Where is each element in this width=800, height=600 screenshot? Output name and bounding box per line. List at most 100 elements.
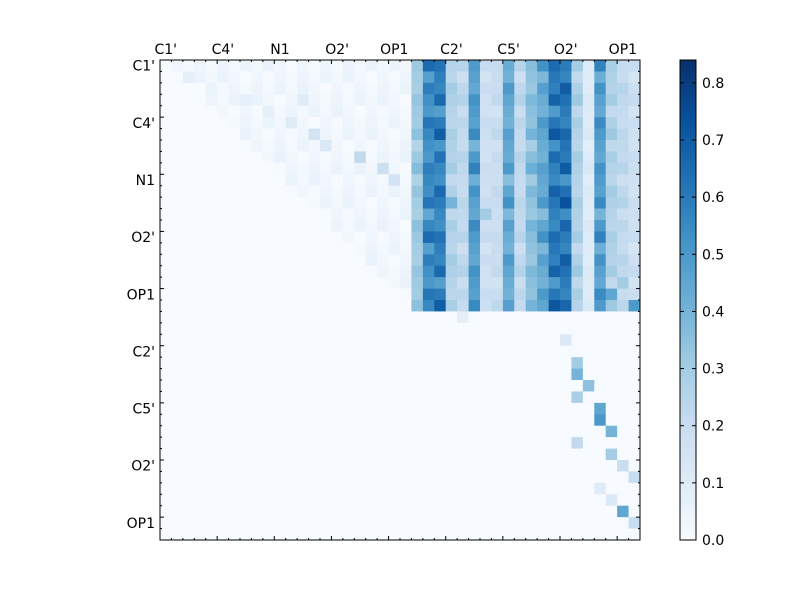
- heatmap-cell: [251, 425, 264, 438]
- heatmap-cell: [274, 117, 287, 129]
- heatmap-cell: [480, 82, 492, 95]
- heatmap-cell: [354, 197, 367, 209]
- heatmap-cell: [594, 71, 607, 84]
- heatmap-cell: [160, 174, 172, 187]
- heatmap-cell: [388, 414, 401, 427]
- heatmap-cell: [285, 414, 298, 427]
- heatmap-cell: [308, 448, 321, 461]
- heatmap-cell: [422, 368, 435, 381]
- heatmap-cell: [228, 174, 241, 187]
- heatmap-cell: [297, 82, 309, 95]
- heatmap-cell: [537, 288, 549, 301]
- heatmap-cell: [160, 425, 172, 438]
- heatmap-cell: [365, 471, 378, 484]
- heatmap-cell: [297, 368, 309, 381]
- heatmap-cell: [182, 322, 195, 335]
- heatmap-cell: [628, 425, 641, 438]
- heatmap-cell: [262, 402, 275, 415]
- heatmap-cell: [320, 231, 332, 244]
- heatmap-cell: [537, 265, 549, 278]
- heatmap-cell: [617, 528, 629, 541]
- heatmap-cell: [571, 311, 584, 324]
- heatmap-cell: [434, 425, 447, 438]
- heatmap-cell: [262, 208, 275, 221]
- heatmap-cell: [468, 414, 481, 427]
- heatmap-cell: [262, 220, 275, 232]
- heatmap-cell: [594, 380, 607, 392]
- heatmap-cell: [480, 254, 492, 267]
- heatmap-cell: [571, 254, 584, 267]
- heatmap-cell: [205, 128, 218, 141]
- heatmap-cell: [537, 425, 549, 438]
- heatmap-cell: [582, 425, 595, 438]
- heatmap-cell: [217, 482, 229, 495]
- heatmap-cell: [377, 494, 389, 507]
- heatmap-cell: [308, 425, 321, 438]
- heatmap-cell: [491, 380, 504, 392]
- heatmap-cell: [377, 322, 389, 335]
- heatmap-cell: [548, 185, 561, 198]
- heatmap-cell: [457, 322, 469, 335]
- heatmap-cell: [308, 254, 321, 267]
- heatmap-cell: [297, 60, 309, 72]
- heatmap-cell: [228, 437, 241, 449]
- heatmap-cell: [342, 368, 355, 381]
- heatmap-cell: [320, 254, 332, 267]
- heatmap-cell: [331, 300, 344, 312]
- heatmap-cell: [285, 174, 298, 187]
- heatmap-cell: [434, 140, 447, 152]
- heatmap-cell: [194, 391, 207, 404]
- heatmap-cell: [297, 460, 309, 472]
- heatmap-cell: [320, 334, 332, 347]
- heatmap-cell: [525, 197, 538, 209]
- heatmap-cell: [434, 151, 447, 164]
- heatmap-cell: [514, 265, 527, 278]
- heatmap-cell: [502, 414, 515, 427]
- heatmap-cell: [400, 448, 412, 461]
- heatmap-cell: [308, 345, 321, 358]
- heatmap-cell: [457, 334, 469, 347]
- heatmap-cell: [457, 140, 469, 152]
- heatmap-cell: [445, 528, 458, 541]
- heatmap-cell: [468, 300, 481, 312]
- heatmap-cell: [594, 265, 607, 278]
- heatmap-cell: [422, 174, 435, 187]
- heatmap-cell: [320, 437, 332, 449]
- heatmap-cell: [160, 60, 172, 72]
- heatmap-cell: [445, 368, 458, 381]
- heatmap-cell: [480, 288, 492, 301]
- heatmap-cell: [400, 494, 412, 507]
- heatmap-cell: [342, 528, 355, 541]
- heatmap-cell: [182, 162, 195, 175]
- heatmap-cell: [594, 357, 607, 369]
- heatmap-cell: [274, 71, 287, 84]
- heatmap-cell: [628, 357, 641, 369]
- heatmap-cell: [308, 71, 321, 84]
- heatmap-cell: [617, 151, 629, 164]
- heatmap-cell: [308, 528, 321, 541]
- heatmap-cell: [354, 105, 367, 118]
- heatmap-cell: [160, 162, 172, 175]
- heatmap-cell: [491, 220, 504, 232]
- heatmap-cell: [422, 345, 435, 358]
- heatmap-cell: [560, 197, 572, 209]
- heatmap-cell: [548, 437, 561, 449]
- heatmap-cell: [354, 494, 367, 507]
- heatmap-cell: [285, 117, 298, 129]
- heatmap-cell: [365, 368, 378, 381]
- heatmap-cell: [377, 94, 389, 107]
- heatmap-cell: [537, 414, 549, 427]
- heatmap-cell: [514, 60, 527, 72]
- heatmap-cell: [240, 140, 252, 152]
- heatmap-cell: [502, 528, 515, 541]
- heatmap-cell: [605, 265, 618, 278]
- heatmap-cell: [182, 528, 195, 541]
- heatmap-cell: [571, 402, 584, 415]
- heatmap-cell: [205, 94, 218, 107]
- heatmap-cell: [628, 162, 641, 175]
- heatmap-cell: [445, 391, 458, 404]
- heatmap-cell: [297, 242, 309, 255]
- heatmap-cell: [240, 151, 252, 164]
- heatmap-cell: [480, 425, 492, 438]
- heatmap-cell: [422, 517, 435, 529]
